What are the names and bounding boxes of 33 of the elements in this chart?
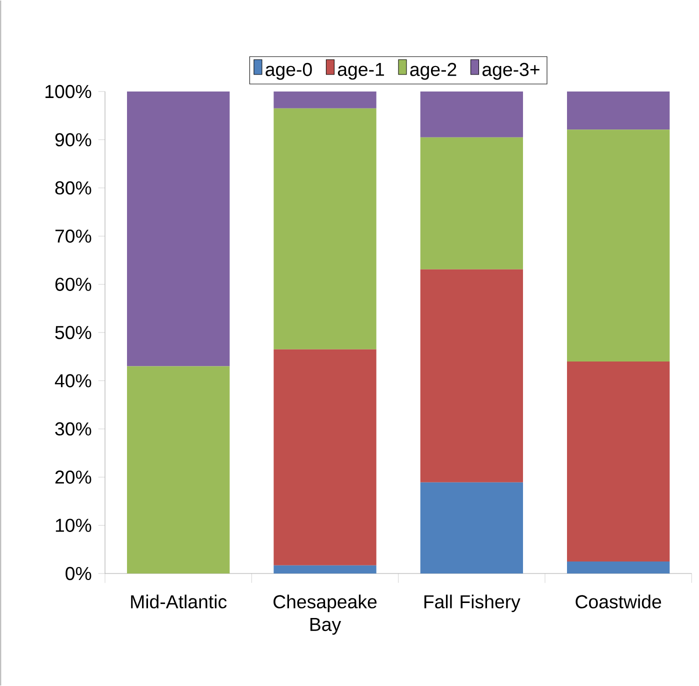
y-tick-label: 40%: [54, 374, 92, 388]
x-tick-label: Chesapeake Bay: [274, 594, 377, 635]
y-tick-label: 0%: [66, 566, 92, 580]
bar: [274, 108, 376, 350]
bar: [274, 565, 376, 574]
bar: [567, 130, 670, 362]
bar: [567, 361, 670, 562]
y-tick-label: 10%: [56, 518, 92, 532]
y-tick-label: 50%: [55, 326, 92, 340]
bar: [274, 91, 376, 108]
bar: [420, 269, 524, 482]
bar: [274, 349, 376, 566]
bar: [420, 91, 524, 138]
bar: [420, 482, 524, 574]
bar: [567, 91, 670, 130]
x-tick-label: Mid-Atlantic: [131, 594, 227, 608]
x-tick-label: Coastwide: [576, 594, 662, 608]
bar: [127, 366, 230, 574]
bar: [567, 561, 670, 574]
y-tick-label: 90%: [55, 133, 92, 146]
y-tick-label: 30%: [55, 422, 92, 436]
y-tick-label: 20%: [55, 470, 92, 484]
y-tick-label: 100%: [46, 84, 92, 98]
legend-label: age-3+: [482, 62, 540, 80]
bar: [127, 91, 230, 366]
y-tick-label: 60%: [55, 278, 92, 291]
legend-label: age-2: [410, 62, 456, 80]
y-tick-label: 80%: [55, 181, 92, 195]
x-tick-label: Fall Fishery: [424, 594, 520, 612]
legend-label: age-0: [266, 62, 312, 80]
bar: [420, 137, 524, 270]
legend-label: age-1: [338, 62, 384, 80]
y-tick-label: 70%: [55, 229, 92, 243]
